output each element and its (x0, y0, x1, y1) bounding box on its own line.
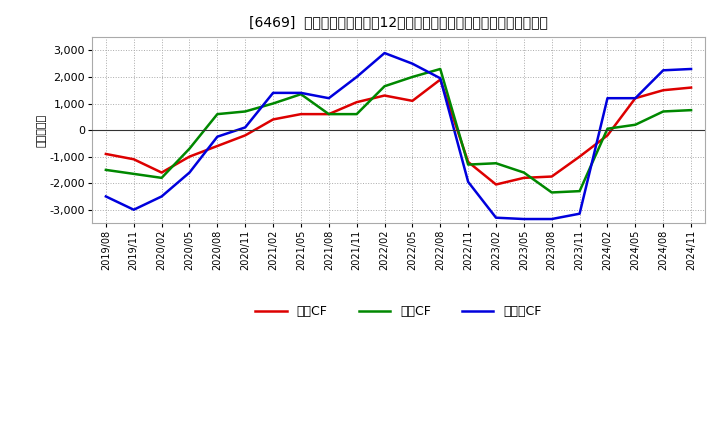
投資CF (631, 122, 639, 128)
フリーCF (464, 179, 472, 184)
営業CF (520, 175, 528, 180)
投資CF (687, 107, 696, 113)
フリーCF (687, 66, 696, 72)
投資CF (492, 161, 500, 166)
Line: 投資CF: 投資CF (106, 69, 691, 192)
フリーCF (269, 90, 277, 95)
フリーCF (157, 194, 166, 199)
フリーCF (659, 68, 667, 73)
Y-axis label: （百万円）: （百万円） (37, 114, 47, 147)
営業CF (603, 133, 612, 138)
投資CF (325, 111, 333, 117)
営業CF (213, 143, 222, 149)
フリーCF (520, 216, 528, 222)
投資CF (436, 66, 444, 72)
Line: 営業CF: 営業CF (106, 80, 691, 184)
営業CF (631, 95, 639, 101)
投資CF (269, 101, 277, 106)
フリーCF (185, 170, 194, 175)
営業CF (464, 159, 472, 165)
営業CF (185, 154, 194, 159)
営業CF (492, 182, 500, 187)
フリーCF (297, 90, 305, 95)
フリーCF (436, 76, 444, 81)
投資CF (547, 190, 556, 195)
フリーCF (408, 61, 417, 66)
フリーCF (547, 216, 556, 222)
営業CF (352, 99, 361, 105)
投資CF (241, 109, 250, 114)
営業CF (325, 111, 333, 117)
営業CF (408, 98, 417, 103)
フリーCF (352, 74, 361, 80)
投資CF (603, 126, 612, 132)
営業CF (687, 85, 696, 90)
フリーCF (492, 215, 500, 220)
営業CF (575, 154, 584, 159)
投資CF (213, 111, 222, 117)
営業CF (659, 88, 667, 93)
投資CF (520, 170, 528, 175)
投資CF (185, 146, 194, 151)
営業CF (380, 93, 389, 98)
フリーCF (213, 134, 222, 139)
フリーCF (380, 51, 389, 56)
フリーCF (130, 207, 138, 213)
フリーCF (241, 125, 250, 130)
投資CF (659, 109, 667, 114)
Line: フリーCF: フリーCF (106, 53, 691, 219)
フリーCF (575, 211, 584, 216)
Title: [6469]  キャッシュフローの12か月移動合計の対前年同期増減額の推移: [6469] キャッシュフローの12か月移動合計の対前年同期増減額の推移 (249, 15, 548, 29)
投資CF (408, 74, 417, 80)
投資CF (157, 175, 166, 180)
投資CF (130, 171, 138, 176)
営業CF (297, 111, 305, 117)
フリーCF (603, 95, 612, 101)
営業CF (157, 170, 166, 175)
投資CF (102, 167, 110, 172)
営業CF (102, 151, 110, 157)
Legend: 営業CF, 投資CF, フリーCF: 営業CF, 投資CF, フリーCF (251, 300, 546, 323)
営業CF (269, 117, 277, 122)
フリーCF (102, 194, 110, 199)
投資CF (464, 162, 472, 167)
営業CF (130, 157, 138, 162)
営業CF (436, 77, 444, 82)
投資CF (575, 188, 584, 194)
営業CF (241, 133, 250, 138)
投資CF (352, 111, 361, 117)
投資CF (380, 84, 389, 89)
フリーCF (325, 95, 333, 101)
営業CF (547, 174, 556, 179)
フリーCF (631, 95, 639, 101)
投資CF (297, 92, 305, 97)
